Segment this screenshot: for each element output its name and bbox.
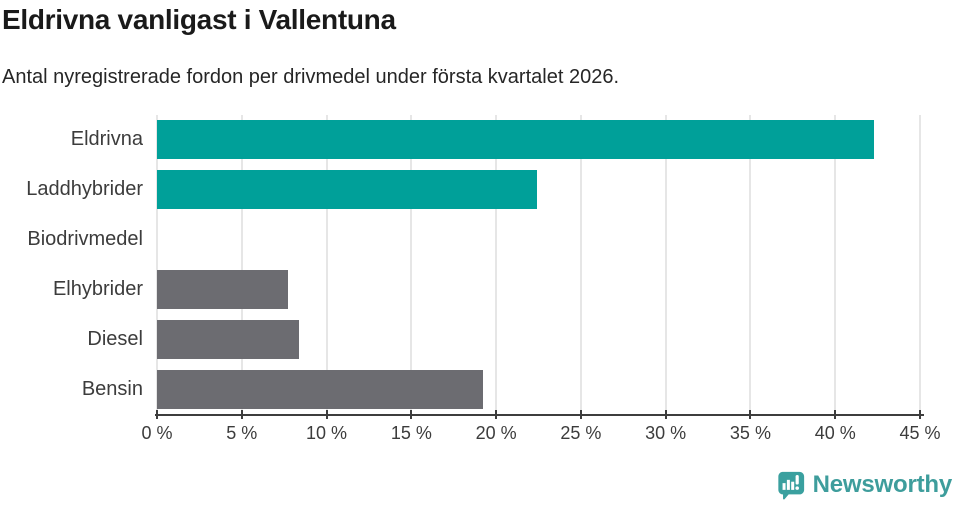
x-tick-mark [495,410,498,419]
gridline [495,115,498,414]
x-tick-mark [240,410,243,419]
bar-row [157,314,920,364]
newsworthy-speech-bubble-bar-chart-icon [777,471,804,500]
x-tick-mark [325,410,328,419]
chart-title: Eldrivna vanligast i Vallentuna [2,4,396,35]
bar-elhybrider [157,269,288,309]
x-tick-mark [410,410,413,419]
plot-area [156,115,921,414]
y-axis-labels: Eldrivna Laddhybrider Biodrivmedel Elhybrid… [0,115,143,414]
x-tick-label: 30 % [645,423,687,443]
gridline [579,115,582,414]
category-label: Diesel [87,327,143,350]
bar-eldrivna [157,120,875,160]
x-tick-label: 15 % [390,423,432,443]
chart-subtitle: Antal nyregistrerade fordon per drivmede… [2,66,620,88]
x-tick-mark [579,410,582,419]
gridline [240,115,243,414]
x-tick-label: 20 % [475,423,517,443]
bar-row [157,115,920,165]
bar-row [157,265,920,315]
gridline [834,115,837,414]
x-tick-label: 10 % [306,423,348,443]
gridline [156,115,158,414]
bar-bensin [157,369,483,409]
x-tick-label: 5 % [226,423,258,443]
x-tick-mark [834,410,837,419]
x-tick-mark [664,410,667,419]
bar-row [157,165,920,215]
x-tick-label: 25 % [560,423,602,443]
x-axis-line [155,414,924,416]
gridline [325,115,328,414]
bar-row [157,364,920,414]
bar-laddhybrider [157,170,537,210]
x-tick-mark [919,410,921,419]
x-tick-mark [749,410,752,419]
gridline [410,115,413,414]
x-tick-label: 0 % [141,423,173,443]
category-label: Bensin [81,377,143,400]
x-tick-label: 45 % [899,423,941,443]
gridline [664,115,667,414]
category-label: Laddhybrider [26,178,143,201]
bar-diesel [157,319,300,359]
gridline [749,115,752,414]
category-label: Biodrivmedel [27,228,143,251]
category-label: Eldrivna [70,128,143,151]
x-tick-label: 40 % [814,423,856,443]
gridline [919,115,921,414]
bar-row [157,215,920,265]
x-tick-mark [156,410,158,419]
category-label: Elhybrider [52,277,143,300]
newsworthy-logo: Newsworthy [776,470,952,500]
x-tick-label: 35 % [729,423,771,443]
newsworthy-logo-text: Newsworthy [812,471,953,498]
